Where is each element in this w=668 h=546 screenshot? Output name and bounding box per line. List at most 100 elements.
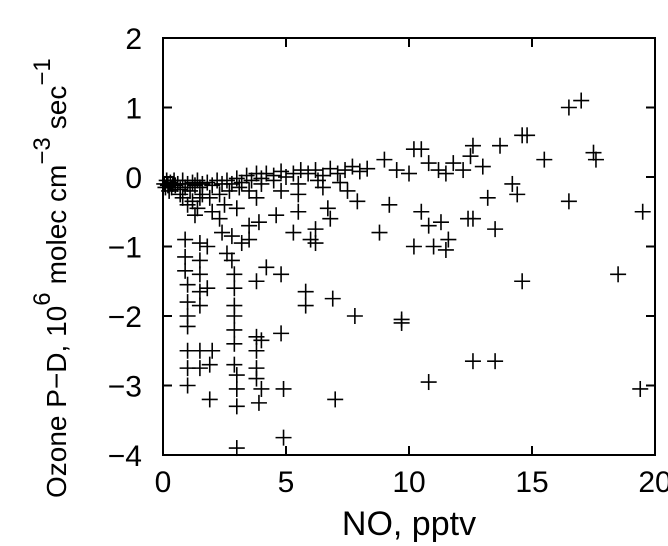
data-point-marker [413,203,430,220]
data-point-marker [462,148,479,165]
data-point-marker [228,380,245,397]
data-point-marker [199,280,216,297]
y-axis-title-exp-6: 6 [29,292,56,305]
data-point-marker [455,162,472,179]
data-point-marker [248,189,265,206]
data-point-marker [228,398,245,415]
data-point-marker [300,165,317,182]
data-point-marker [248,342,265,359]
data-point-marker [536,151,553,168]
data-point-marker [474,158,491,175]
data-point-marker [337,162,354,179]
data-point-marker [519,127,536,144]
data-point-marker [514,273,531,290]
data-point-marker [214,224,231,241]
data-point-marker [194,186,211,203]
data-point-marker [388,162,405,179]
data-point-marker [479,189,496,206]
data-point-marker [211,186,228,203]
data-point-marker [253,332,270,349]
data-point-marker [464,137,481,154]
data-point-marker [216,196,233,213]
data-point-marker [273,325,290,342]
y-tick-label: 0 [125,162,142,195]
x-tick-label: 15 [515,466,548,499]
x-tick-label: 20 [638,466,668,499]
data-point-marker [265,172,282,189]
data-point-marker [359,160,376,177]
data-point-marker [179,318,196,335]
y-axis-title-exp-minus1: −1 [29,58,56,85]
data-point-marker [228,200,245,217]
data-point-marker [332,174,349,191]
data-point-marker [191,360,208,377]
data-point-marker [560,193,577,210]
data-point-marker [632,380,649,397]
data-point-marker [275,380,292,397]
data-point-marker [226,308,243,324]
data-point-marker [172,186,189,203]
data-point-marker [177,248,194,265]
data-point-marker [610,266,627,283]
data-point-marker [351,163,368,180]
data-point-marker [211,210,228,227]
data-point-marker [228,440,245,457]
data-point-marker [258,165,275,182]
data-point-marker [464,210,481,227]
data-point-marker [191,189,208,206]
data-point-marker [346,308,363,324]
y-tick-label: −2 [108,301,142,334]
data-point-marker [430,162,447,179]
data-point-marker [191,297,208,314]
data-point-marker [253,175,270,192]
data-point-marker [275,429,292,446]
data-point-marker [509,186,526,203]
data-point-marker [292,162,309,179]
data-point-marker [241,182,258,199]
data-point-marker [273,266,290,283]
data-point-marker [349,193,366,210]
data-point-marker [492,137,509,154]
data-point-marker [314,179,331,196]
x-axis-title: NO, pptv [342,505,476,543]
data-point-marker [201,391,218,408]
data-point-marker [319,200,336,217]
data-point-marker [179,276,196,293]
y-axis-ticks: 2 1 0 −1 −2 −3 −4 [108,23,655,473]
data-point-marker [324,290,341,307]
data-point-marker [437,165,454,182]
data-point-marker [464,353,481,370]
data-point-marker [297,297,314,314]
data-point-marker [393,314,410,331]
data-point-marker [228,367,245,384]
data-point-marker [290,203,307,220]
data-point-marker [413,141,430,158]
data-point-marker [432,214,449,231]
data-point-marker [233,235,250,252]
data-point-marker [250,394,267,411]
y-tick-label: 2 [125,23,142,56]
data-point-marker [322,210,339,227]
data-point-marker [248,273,265,290]
svg-text:Ozone P−D, 106molec cm−3sec−1: Ozone P−D, 106 molec cm−3 sec−1 [29,58,72,498]
y-tick-label: −1 [108,232,142,265]
data-point-marker [231,179,248,196]
data-point-marker [241,231,258,248]
data-point-marker [226,356,243,373]
data-point-marker [179,294,196,311]
data-point-marker [273,182,290,199]
data-point-marker [268,207,285,224]
data-point-marker [440,231,457,248]
data-point-marker [179,377,196,394]
data-point-marker [191,235,208,252]
data-point-marker [573,92,590,109]
y-tick-label: −3 [108,371,142,404]
data-point-marker [587,151,604,168]
x-tick-label: 5 [278,466,295,499]
data-point-marker [327,391,344,408]
data-point-marker [278,169,294,185]
data-points [156,92,651,457]
data-point-marker [487,221,504,238]
x-tick-label: 10 [392,466,425,499]
